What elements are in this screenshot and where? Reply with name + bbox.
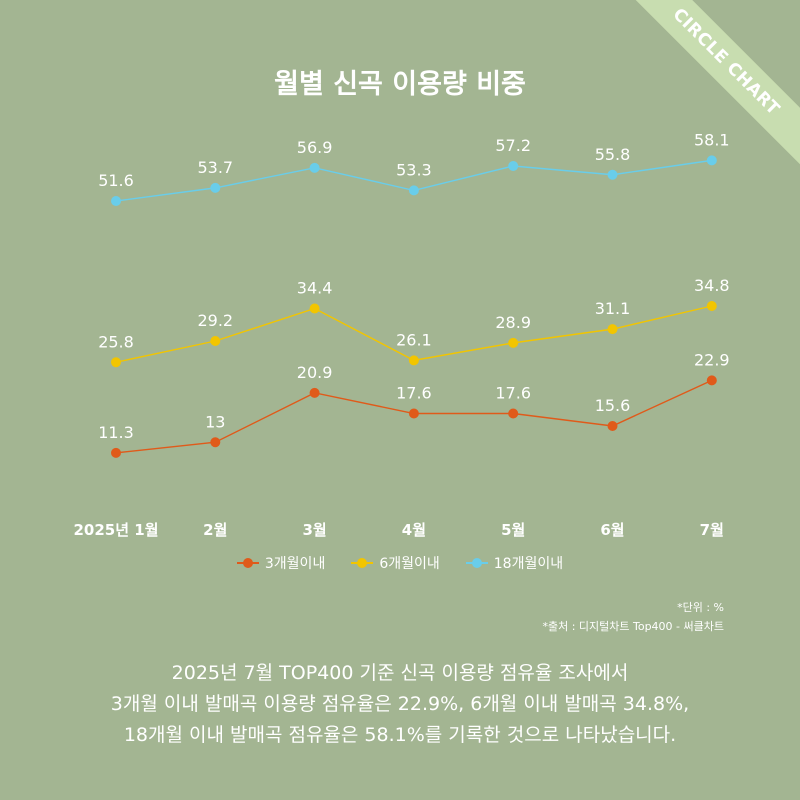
x-tick-label-5: 6월 [600,521,624,539]
data-label-s0-1: 13 [205,412,225,431]
legend-dot [242,558,253,568]
data-label-s2-5: 55.8 [595,145,631,164]
data-point-s0-0 [111,447,121,458]
legend-item-6m: 6개월이내 [351,553,440,573]
legend-swatch-3m [236,557,259,569]
data-point-s0-3 [408,408,419,419]
summary-line-3: 18개월 이내 발매곡 점유율은 58.1%를 기록한 것으로 나타났습니다. [123,724,677,746]
data-label-s1-2: 34.4 [297,279,333,298]
data-point-s0-4 [508,408,519,419]
unit-note: *단위 : % [677,601,724,614]
data-label-s0-6: 22.9 [694,350,730,369]
data-point-s2-5 [607,169,618,180]
data-label-s0-3: 17.6 [396,384,432,403]
legend-label-3m: 3개월이내 [264,556,326,572]
data-label-s1-1: 29.2 [197,311,233,330]
chart-notes: *단위 : % *출처 : 디지털차트 Top400 - 써클차트 [542,598,724,636]
data-point-s2-4 [508,161,519,171]
source-note: *출처 : 디지털차트 Top400 - 써클차트 [542,620,724,633]
data-point-s0-5 [607,421,618,431]
data-label-s1-5: 31.1 [595,299,631,318]
data-label-s2-6: 58.1 [694,130,730,149]
data-label-s2-2: 56.9 [297,138,333,157]
legend-swatch-6m [351,557,374,569]
legend-dot [357,558,368,568]
legend-label-18m: 18개월이내 [493,556,564,572]
data-label-s1-0: 25.8 [98,332,134,351]
data-label-s2-0: 51.6 [98,171,134,190]
data-point-s1-4 [508,337,519,348]
summary-line-1: 2025년 7월 TOP400 기준 신곡 이용량 점유율 조사에서 [171,662,629,684]
data-label-s1-3: 26.1 [396,330,432,349]
data-point-s2-0 [111,196,121,206]
data-point-s1-5 [607,324,618,335]
data-point-s1-3 [408,355,419,366]
data-point-s0-6 [706,375,717,386]
data-label-s2-1: 53.7 [197,158,233,177]
legend-dot [471,558,482,568]
data-label-s0-5: 15.6 [595,396,631,415]
data-label-s1-4: 28.9 [495,313,531,332]
legend-swatch-18m [465,557,488,569]
data-point-s2-6 [706,155,717,166]
data-label-s0-4: 17.6 [495,384,531,403]
data-point-s2-1 [210,182,221,193]
legend-item-18m: 18개월이내 [465,553,564,573]
x-tick-label-1: 2월 [203,521,227,539]
data-point-s2-3 [408,185,419,196]
data-point-s0-1 [210,437,221,448]
x-tick-label-6: 7월 [700,521,724,539]
data-point-s1-2 [309,303,320,314]
x-tick-label-3: 4월 [402,521,426,539]
x-tick-label-4: 5월 [501,521,525,539]
x-tick-label-2: 3월 [302,521,326,539]
data-label-s2-3: 53.3 [396,160,432,179]
summary-line-2: 3개월 이내 발매곡 이용량 점유율은 22.9%, 6개월 이내 발매곡 34… [110,693,690,715]
data-point-s1-6 [706,301,717,311]
data-point-s1-0 [111,357,121,368]
data-label-s1-6: 34.8 [694,276,730,295]
legend-label-6m: 6개월이내 [379,556,440,572]
chart-legend: 3개월이내 6개월이내 18개월이내 [0,553,800,573]
summary-text: 2025년 7월 TOP400 기준 신곡 이용량 점유율 조사에서 3개월 이… [0,658,800,751]
x-tick-label-0: 2025년 1월 [73,521,158,539]
chart-title: 월별 신곡 이용량 비중 [274,69,526,100]
data-label-s0-2: 20.9 [297,363,333,382]
data-point-s2-2 [309,162,320,173]
data-label-s2-4: 57.2 [495,136,531,155]
legend-item-3m: 3개월이내 [236,553,326,573]
data-point-s0-2 [309,387,320,398]
data-point-s1-1 [210,336,221,346]
data-label-s0-0: 11.3 [98,423,134,442]
